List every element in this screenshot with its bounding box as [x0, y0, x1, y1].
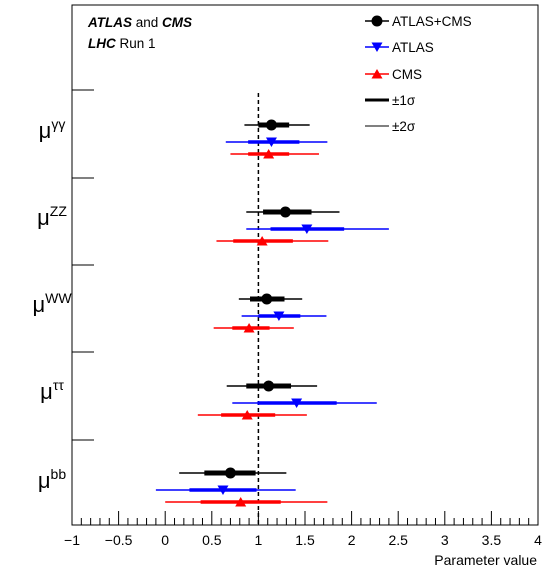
- x-tick-label: −1: [64, 532, 80, 548]
- marker-circle: [263, 380, 275, 392]
- legend-label: ATLAS+CMS: [392, 14, 472, 29]
- title-line-2: LHC Run 1: [88, 36, 156, 51]
- x-axis: −1 −0.5 0 0.5 1 1.5 2 2.5 3 3.5 4: [64, 511, 542, 548]
- x-tick-label: 2.5: [388, 532, 408, 548]
- series-atlas-cms: [179, 119, 340, 479]
- data-series: [155, 119, 389, 507]
- x-tick-label: −0.5: [105, 532, 133, 548]
- x-tick-label: 0: [161, 532, 169, 548]
- x-tick-label: 4: [534, 532, 542, 548]
- marker-triangle-down: [301, 224, 313, 234]
- series-atlas: [155, 137, 389, 495]
- x-tick-label: 0.5: [202, 532, 222, 548]
- marker-triangle-up: [243, 323, 255, 333]
- marker-circle: [261, 293, 273, 305]
- category-label: μWW: [32, 290, 72, 317]
- series-cms: [165, 149, 329, 507]
- x-tick-label: 3.5: [482, 532, 502, 548]
- x-tick-label: 1: [255, 532, 263, 548]
- marker-circle: [265, 119, 277, 131]
- legend-label: ATLAS: [392, 40, 434, 55]
- marker-circle: [371, 15, 383, 27]
- legend: ATLAS+CMS ATLAS CMS ±1σ ±2σ: [365, 14, 472, 134]
- category-label: μbb: [38, 466, 66, 493]
- marker-triangle-up: [256, 236, 268, 246]
- marker-triangle-down: [291, 398, 303, 408]
- plot-frame: [71, 4, 539, 526]
- marker-triangle-up: [241, 410, 253, 420]
- marker-triangle-up: [263, 149, 275, 159]
- marker-triangle-down: [265, 137, 277, 147]
- marker-circle: [224, 467, 236, 479]
- x-axis-label: Parameter value: [434, 552, 537, 568]
- x-tick-label: 2: [348, 532, 356, 548]
- legend-label: ±1σ: [392, 93, 416, 108]
- legend-label: ±2σ: [392, 119, 416, 134]
- marker-triangle-down: [371, 42, 383, 52]
- category-label: μZZ: [37, 203, 67, 230]
- x-tick-label: 3: [441, 532, 449, 548]
- marker-triangle-down: [217, 485, 229, 495]
- title-line-1: ATLAS and CMS: [87, 15, 192, 30]
- marker-triangle-up: [371, 69, 383, 79]
- category-labels: μγγ μZZ μWW μττ μbb: [32, 116, 72, 493]
- marker-circle: [279, 206, 291, 218]
- chart-title: ATLAS and CMS LHC Run 1: [87, 15, 192, 51]
- plot-border: [71, 4, 539, 526]
- marker-triangle-down: [273, 311, 285, 321]
- x-tick-label: 1.5: [295, 532, 315, 548]
- legend-label: CMS: [392, 67, 422, 82]
- category-label: μγγ: [39, 116, 66, 143]
- category-label: μττ: [40, 377, 64, 404]
- marker-triangle-up: [235, 497, 247, 507]
